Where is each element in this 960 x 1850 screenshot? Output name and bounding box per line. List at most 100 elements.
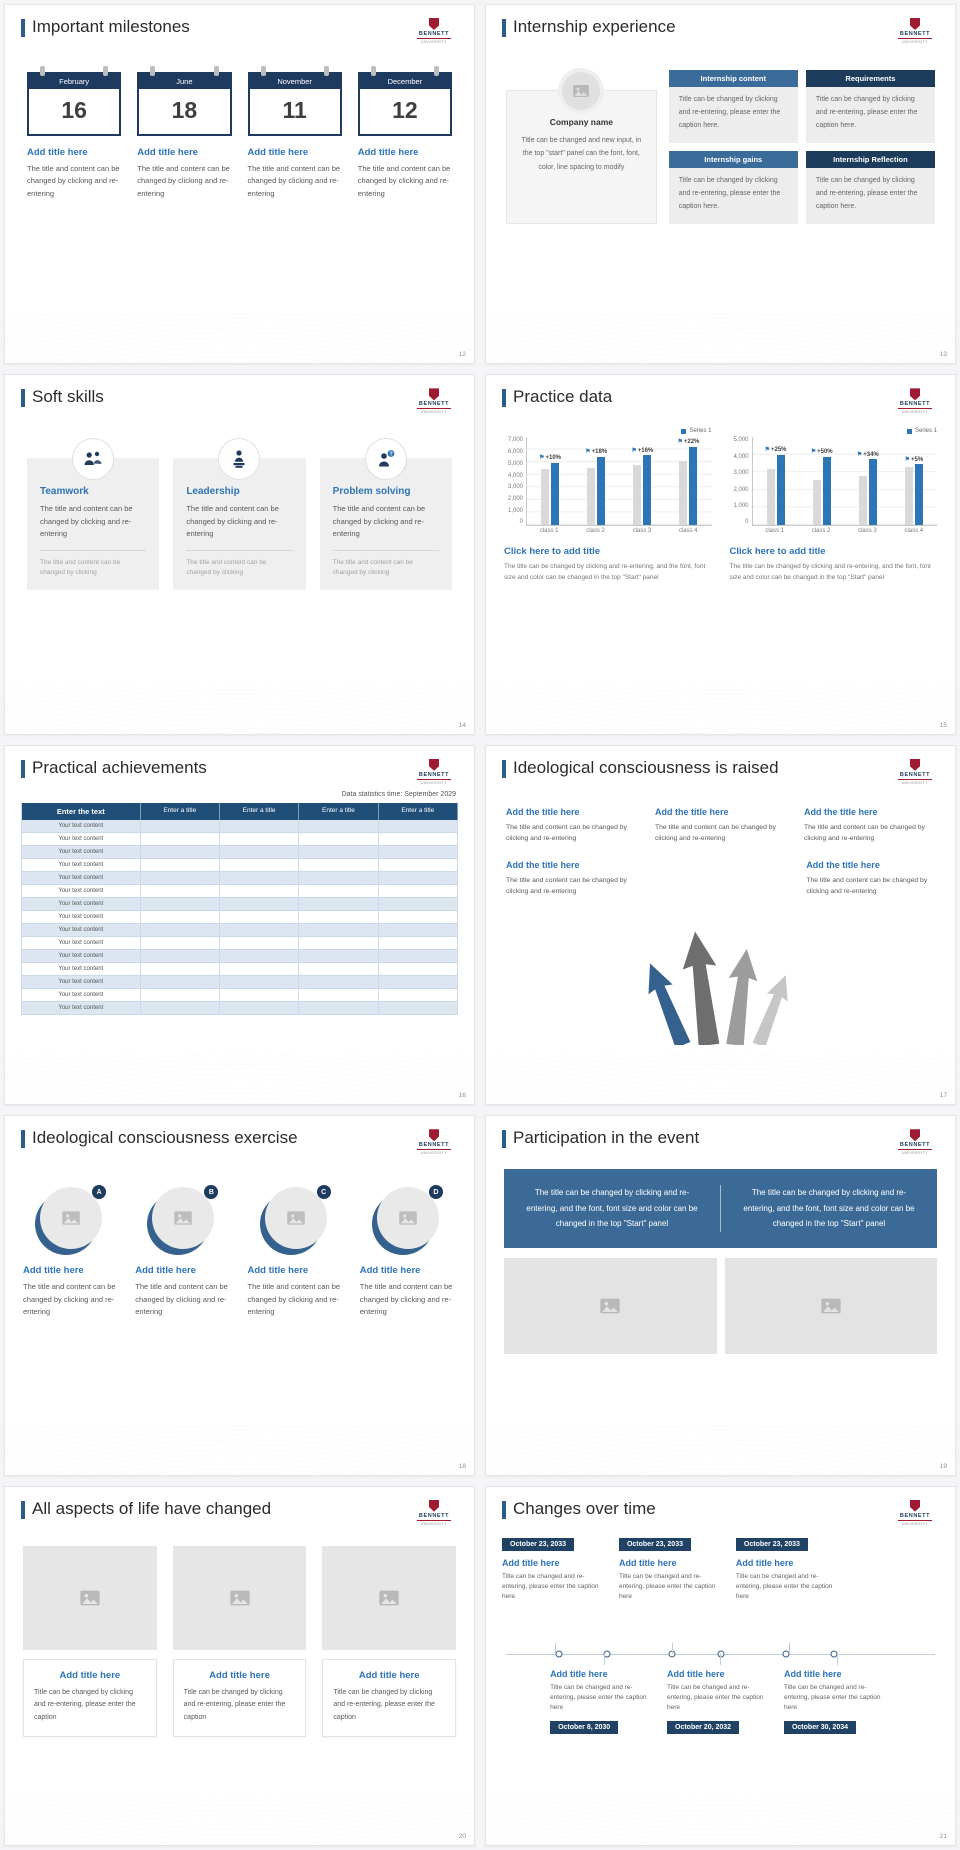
milestone-title: Add title here <box>137 147 198 158</box>
logo-name: BENNETT <box>418 1142 450 1149</box>
table-cell-empty <box>219 910 300 924</box>
logo-subtitle: UNIVERSITY <box>901 1151 928 1156</box>
block-title: Add the title here <box>655 806 729 817</box>
title-accent-bar <box>21 1130 25 1149</box>
logo-subtitle: UNIVERSITY <box>420 1151 447 1156</box>
title-block: Add the title here The title and content… <box>655 807 786 844</box>
item-title: Add title here <box>735 1557 794 1568</box>
timeline-node <box>555 1650 563 1658</box>
logo-subtitle: UNIVERSITY <box>420 40 447 44</box>
table-header-cell: Enter a title <box>299 802 379 820</box>
table-cell-empty <box>219 897 300 911</box>
timeline-bottom-items: Add title here Title can be changed and … <box>502 1653 939 1770</box>
slide-practical-achievements[interactable]: Practical achievements BENNETT UNIVERSIT… <box>4 744 475 1106</box>
table-row: Your text content <box>21 897 458 911</box>
shield-icon <box>910 758 920 771</box>
table-cell-empty <box>299 923 379 937</box>
item-body: Title can be changed and re-entering, pl… <box>735 1572 833 1601</box>
exercise-item: B Add title here The title and content c… <box>135 1183 231 1318</box>
table-cell-empty <box>140 897 220 911</box>
table-row: Your text content <box>21 884 458 898</box>
box-body: Title can be changed by clicking and re-… <box>815 96 918 129</box>
divider <box>186 549 293 551</box>
timeline-top-items: October 23, 2033 Add title here Title ca… <box>502 1537 939 1654</box>
table-cell-empty <box>378 832 458 846</box>
skill-footnote: The title and content can be changed by … <box>40 558 121 576</box>
shield-icon <box>429 388 439 401</box>
slide-ideological-consciousness-exercise[interactable]: Ideological consciousness exercise BENNE… <box>4 1115 475 1476</box>
bennett-university-logo: BENNETT UNIVERSITY <box>410 1128 458 1155</box>
item-title: Add title here <box>550 1668 608 1679</box>
table-cell-empty <box>299 975 379 989</box>
page-number: 20 <box>458 1832 466 1840</box>
slide-all-aspects-changed[interactable]: All aspects of life have changed BENNETT… <box>4 1485 475 1846</box>
logo-divider <box>898 1519 932 1521</box>
title-blocks-top: Add the title here The title and content… <box>502 791 939 844</box>
internship-layout: Company name Title can be changed and ne… <box>502 50 939 224</box>
company-photo-placeholder <box>562 72 601 110</box>
item-body: The title and content can be changed by … <box>23 1282 116 1316</box>
image-placeholder-icon <box>600 1298 620 1314</box>
page-number: 17 <box>939 1092 947 1100</box>
shield-icon <box>910 1499 920 1512</box>
title-accent-bar <box>21 19 25 37</box>
milestone-item: November 11 Add title here The title and… <box>247 66 342 200</box>
image-placeholder-icon <box>229 1590 250 1605</box>
table-row: Your text content <box>21 910 458 924</box>
logo-name: BENNETT <box>418 401 450 408</box>
slide-soft-skills[interactable]: Soft skills BENNETT UNIVERSITY Team <box>4 374 475 735</box>
block-body: The title and content can be changed by … <box>655 823 776 842</box>
chart-plot-area: 7,000 6,000 5,000 4,000 3,000 2,000 1,000 0 ⚑+1… <box>504 437 712 527</box>
table-cell-empty <box>140 1001 220 1015</box>
slide-title: Ideological consciousness is raised <box>513 757 779 777</box>
table-cell-empty <box>378 949 458 963</box>
company-body: Title can be changed and new input, in t… <box>521 137 642 171</box>
slide-ideological-consciousness-raised[interactable]: Ideological consciousness is raised BENN… <box>485 744 956 1106</box>
table-cell-text: Your text content <box>21 897 141 911</box>
slide-changes-over-time[interactable]: Changes over time BENNETT UNIVERSITY Oct… <box>485 1485 956 1846</box>
table-cell-empty <box>219 858 300 872</box>
title-accent-bar <box>502 19 506 37</box>
slide-title: Changes over time <box>513 1498 656 1518</box>
company-card: Company name Title can be changed and ne… <box>506 72 657 224</box>
logo-subtitle: UNIVERSITY <box>901 40 928 44</box>
timeline-node <box>830 1650 838 1658</box>
table-cell-text: Your text content <box>21 819 141 833</box>
skill-title: Problem solving <box>332 486 411 498</box>
slide-participation-in-event[interactable]: Participation in the event BENNETT UNIVE… <box>485 1115 956 1476</box>
table-cell-empty <box>299 988 379 1002</box>
table-cell-empty <box>140 871 220 885</box>
logo-name: BENNETT <box>418 1512 450 1519</box>
internship-box: Internship content Title can be changed … <box>668 70 798 143</box>
item-title: Add title here <box>247 1265 309 1277</box>
calendar-icon: November 11 <box>247 66 342 136</box>
skill-body: The title and content can be changed by … <box>186 504 279 539</box>
company-name: Company name <box>549 117 613 127</box>
date-badge: October 23, 2033 <box>502 1537 575 1551</box>
block-body: The title and content can be changed by … <box>806 877 928 896</box>
table-header-cell: Enter a title <box>140 802 220 820</box>
x-axis-labels: class 1 class 2 class 3 class 4 <box>539 528 698 535</box>
table-row: Your text content <box>21 975 458 989</box>
table-row: Your text content <box>21 923 458 937</box>
card-title: Add title here <box>358 1669 420 1681</box>
table-cell-text: Your text content <box>21 949 141 963</box>
table-cell-empty <box>140 936 220 950</box>
skill-body: The title and content can be changed by … <box>40 504 133 539</box>
shield-icon <box>429 1129 439 1142</box>
y-axis-labels: 7,000 6,000 5,000 4,000 3,000 2,000 1,000 0 <box>507 437 523 526</box>
slide-internship-experience[interactable]: Internship experience BENNETT UNIVERSITY… <box>485 4 956 365</box>
calendar-icon: December 12 <box>357 66 452 136</box>
milestone-body: The title and content can be changed by … <box>27 164 120 198</box>
table-row: Your text content <box>21 832 458 846</box>
skill-panel-teamwork: Teamwork The title and content can be ch… <box>27 439 160 591</box>
table-row: Your text content <box>21 949 458 963</box>
slide-important-milestones[interactable]: Important milestones BENNETT UNIVERSITY … <box>4 4 475 365</box>
chart-caption-title: Click here to add title <box>504 546 601 558</box>
table-cell-empty <box>219 962 300 976</box>
timeline-item: October 23, 2033 Add title here Title ca… <box>618 1537 726 1654</box>
logo-name: BENNETT <box>899 1142 931 1149</box>
slide-practice-data[interactable]: Practice data BENNETT UNIVERSITY Series … <box>485 374 956 735</box>
series-marker <box>681 428 687 434</box>
